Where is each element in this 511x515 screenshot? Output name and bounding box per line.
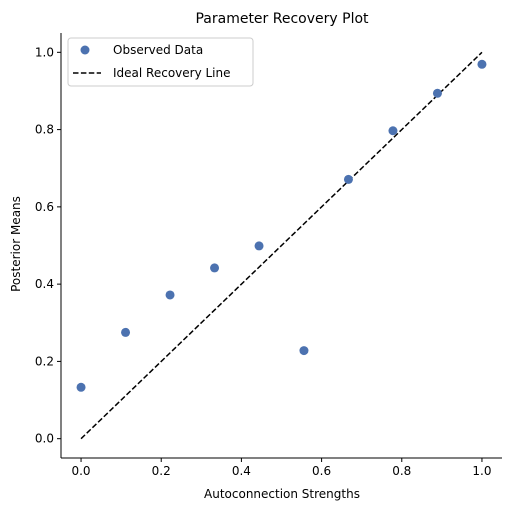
- data-point: [76, 382, 86, 392]
- legend-marker-observed: [80, 45, 90, 55]
- legend-label: Observed Data: [113, 43, 203, 57]
- y-tick-label: 0.8: [35, 123, 54, 137]
- chart-title: Parameter Recovery Plot: [195, 11, 369, 27]
- data-point: [432, 88, 442, 98]
- data-point: [343, 174, 353, 184]
- x-tick-label: 0.2: [152, 464, 171, 478]
- y-tick-label: 1.0: [35, 45, 54, 59]
- legend-frame: [67, 37, 254, 87]
- data-point: [165, 290, 175, 300]
- legend-label: Ideal Recovery Line: [113, 66, 231, 80]
- x-axis-label: Autoconnection Strengths: [204, 487, 360, 501]
- legend: Observed Data Ideal Recovery Line: [67, 37, 254, 87]
- data-point: [388, 126, 398, 136]
- x-tick-label: 0.0: [71, 464, 90, 478]
- x-tick-label: 1.0: [472, 464, 491, 478]
- y-axis-label: Posterior Means: [9, 196, 23, 292]
- data-point: [477, 59, 487, 69]
- data-point: [254, 241, 264, 251]
- plot-area: 0.0 0.2 0.4 0.6 0.8 1.0 0.0 0.2 0.4 0.6 0.8 1.0: [35, 33, 502, 478]
- data-point: [121, 327, 131, 337]
- x-tick-label: 0.8: [392, 464, 411, 478]
- y-tick-label: 0.6: [35, 200, 54, 214]
- x-tick-label: 0.4: [232, 464, 251, 478]
- x-tick-label: 0.6: [312, 464, 331, 478]
- y-tick-label: 0.4: [35, 277, 54, 291]
- data-point: [299, 346, 309, 356]
- data-point: [210, 263, 220, 273]
- ideal-recovery-line: [80, 51, 483, 440]
- y-tick-label: 0.0: [35, 432, 54, 446]
- y-tick-label: 0.2: [35, 354, 54, 368]
